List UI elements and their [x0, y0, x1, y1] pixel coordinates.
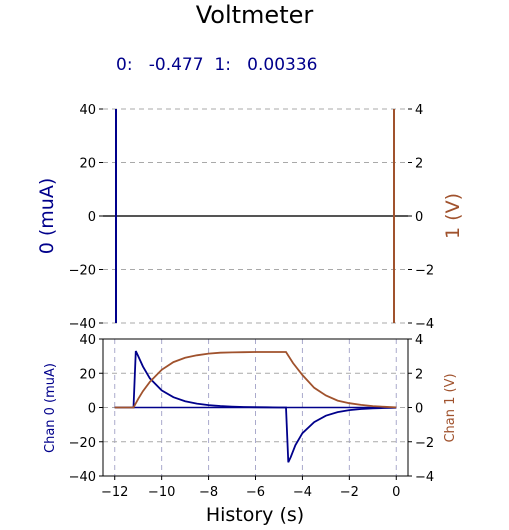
history-chart-right-tick-label: −2 — [415, 436, 434, 451]
value-readout: 0: -0.477 1: 0.00336 — [116, 55, 317, 75]
history-chart-right-ticks: 4 2 0 −2 −4 — [408, 333, 434, 485]
history-chart-x-ticks: −12 −10 −8 −6 −4 −2 0 — [101, 476, 400, 500]
live-chart-left-tick-label: −40 — [69, 317, 96, 332]
live-chart-right-tick-label: 0 — [415, 210, 423, 225]
history-chart-x-tick-label: −6 — [246, 485, 265, 500]
live-chart-left-tick-label: 0 — [88, 210, 96, 225]
history-chart-left-ticks: 40 20 0 −20 −40 — [69, 333, 103, 485]
history-chart-right-axis-label: Chan 1 (V) — [443, 373, 458, 442]
live-chart-right-ticks: 4 2 0 −2 −4 — [408, 103, 434, 332]
chan1-readout-value: 0.00336 — [247, 55, 318, 75]
live-chart-right-axis-label: 1 (V) — [442, 193, 464, 239]
chan1-readout-label: 1: — [214, 55, 231, 75]
chan0-readout-label: 0: — [116, 55, 133, 75]
history-chart-left-tick-label: 40 — [79, 333, 96, 348]
history-chart-x-tick-label: −2 — [340, 485, 359, 500]
history-chart-x-tick-label: −8 — [199, 485, 218, 500]
live-chart-left-tick-label: 40 — [79, 103, 96, 118]
history-chart-x-tick-label: 0 — [392, 485, 400, 500]
history-series-chan1 — [114, 351, 397, 409]
history-chart-right-tick-label: 2 — [415, 367, 423, 382]
history-chart-right-tick-label: −4 — [415, 470, 434, 485]
history-chart-left-tick-label: 0 — [88, 402, 96, 417]
history-chart-right-tick-label: 0 — [415, 402, 423, 417]
window-title: Voltmeter — [195, 1, 314, 29]
history-chart-left-tick-label: 20 — [79, 367, 96, 382]
history-chart-left-tick-label: −20 — [69, 436, 96, 451]
history-chart-x-tick-label: −10 — [148, 485, 175, 500]
live-chart-right-tick-label: 2 — [415, 157, 423, 172]
history-chart-right-tick-label: 4 — [415, 333, 423, 348]
live-chart-right-tick-label: 4 — [415, 103, 423, 118]
history-chart-left-axis-label: Chan 0 (muA) — [43, 363, 58, 453]
history-chart-left-tick-label: −40 — [69, 470, 96, 485]
history-series-chan0 — [114, 350, 397, 463]
history-chart-x-tick-label: −4 — [293, 485, 312, 500]
history-chart-x-axis-label: History (s) — [206, 504, 304, 526]
live-chart-left-ticks: 40 20 0 −20 −40 — [69, 103, 103, 332]
live-chart-left-tick-label: 20 — [79, 157, 96, 172]
history-chart-x-tick-label: −12 — [101, 485, 128, 500]
live-chart-right-tick-label: −2 — [415, 264, 434, 279]
live-chart-left-tick-label: −20 — [69, 264, 96, 279]
live-chart-left-axis-label: 0 (muA) — [36, 178, 58, 255]
chan0-readout-value: -0.477 — [148, 55, 204, 75]
live-chart-right-tick-label: −4 — [415, 317, 434, 332]
